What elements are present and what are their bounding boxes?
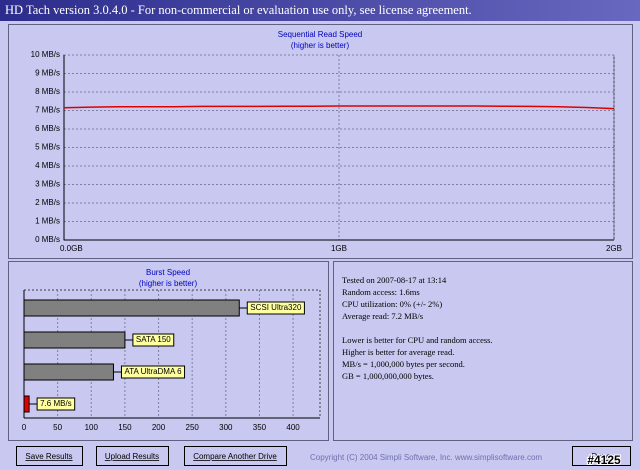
- bar-label: 7.6 MB/s: [40, 399, 72, 408]
- y-tick-label: 2 MB/s: [35, 198, 60, 207]
- chart-subtitle: (higher is better): [291, 41, 350, 50]
- bar: [23, 331, 126, 349]
- chart-title: Burst Speed: [146, 268, 190, 277]
- y-tick-label: 0 MB/s: [35, 235, 60, 244]
- label-box: [36, 397, 76, 411]
- info-line: Lower is better for CPU and random acces…: [342, 335, 493, 345]
- label-box: [120, 365, 186, 379]
- x-tick-label: 350: [253, 423, 267, 432]
- y-tick-label: 4 MB/s: [35, 161, 60, 170]
- bar-label: ATA UltraDMA 6: [124, 367, 182, 376]
- info-line: Tested on 2007-08-17 at 13:14: [342, 275, 447, 285]
- info-line: CPU utilization: 0% (+/- 2%): [342, 299, 442, 309]
- line: [63, 105, 615, 110]
- bar: [23, 299, 240, 317]
- x-tick-label: 1GB: [331, 244, 347, 253]
- y-tick-label: 9 MB/s: [35, 69, 60, 78]
- bar: [23, 363, 114, 381]
- bar-label: SCSI Ultra320: [250, 303, 302, 312]
- x-tick-label: 300: [219, 423, 233, 432]
- button-label[interactable]: Done: [591, 452, 611, 461]
- x-tick-label: 50: [53, 423, 62, 432]
- bar: [23, 395, 30, 413]
- button[interactable]: [572, 446, 631, 466]
- button[interactable]: [16, 446, 83, 466]
- y-tick-label: 5 MB/s: [35, 143, 60, 152]
- info-line: MB/s = 1,000,000 bytes per second.: [342, 359, 465, 369]
- button-label[interactable]: Upload Results: [105, 452, 159, 461]
- y-tick-label: 6 MB/s: [35, 124, 60, 133]
- bar-label: SATA 150: [136, 335, 171, 344]
- button-label[interactable]: Compare Another Drive: [193, 452, 277, 461]
- info-line: Average read: 7.2 MB/s: [342, 311, 423, 321]
- y-tick-label: 10 MB/s: [31, 50, 60, 59]
- button[interactable]: [96, 446, 169, 466]
- window-title: HD Tach version 3.0.4.0 - For non-commer…: [5, 3, 472, 17]
- y-tick-label: 8 MB/s: [35, 87, 60, 96]
- y-tick-label: 3 MB/s: [35, 180, 60, 189]
- title-bar: [0, 0, 640, 21]
- watermark: #4125: [587, 453, 621, 467]
- info-line: Random access: 1.6ms: [342, 287, 420, 297]
- info-line: Higher is better for average read.: [342, 347, 454, 357]
- y-tick-label: 1 MB/s: [35, 217, 60, 226]
- label-box: [246, 301, 305, 315]
- x-tick-label: 0.0GB: [60, 244, 83, 253]
- x-tick-label: 200: [152, 423, 166, 432]
- y-tick-label: 7 MB/s: [35, 106, 60, 115]
- chart-subtitle: (higher is better): [139, 279, 198, 288]
- x-tick-label: 100: [85, 423, 99, 432]
- label-box: [132, 333, 175, 347]
- info-panel: [333, 261, 633, 441]
- x-tick-label: 2GB: [606, 244, 622, 253]
- chart-title: Sequential Read Speed: [278, 30, 363, 39]
- button-label[interactable]: Save Results: [25, 452, 72, 461]
- x-tick-label: 150: [118, 423, 132, 432]
- copyright: Copyright (C) 2004 Simpli Software, Inc.…: [310, 453, 542, 462]
- x-tick-label: 0: [22, 423, 27, 432]
- x-tick-label: 250: [186, 423, 200, 432]
- x-tick-label: 400: [286, 423, 300, 432]
- button[interactable]: [184, 446, 287, 466]
- info-line: GB = 1,000,000,000 bytes.: [342, 371, 434, 381]
